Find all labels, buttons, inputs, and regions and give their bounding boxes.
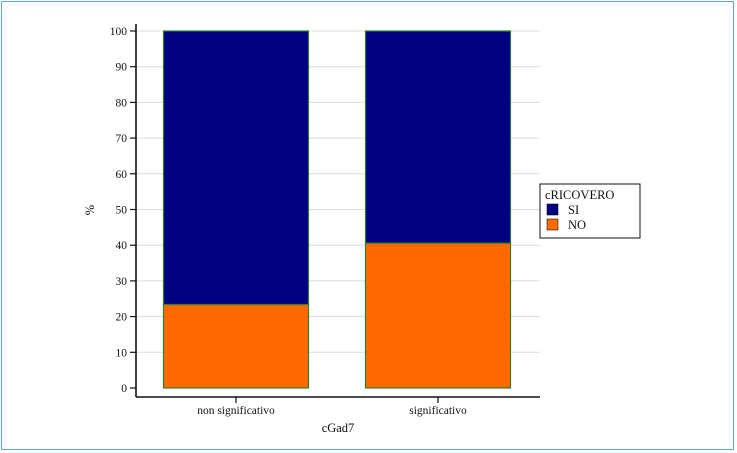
y-tick-label: 50: [116, 205, 128, 217]
y-tick-label: 10: [116, 347, 128, 359]
x-ticks: non significativo significativo: [197, 397, 467, 417]
y-tick-label: 30: [116, 276, 128, 288]
y-tick-label: 40: [116, 240, 128, 252]
x-axis-title: cGad7: [322, 421, 355, 435]
y-tick-label: 60: [116, 169, 128, 181]
legend-title: cRICOVERO: [545, 188, 614, 202]
y-tick-label: 80: [116, 97, 128, 109]
legend-swatch-no: [546, 218, 559, 231]
bars: [162, 30, 512, 389]
y-tick-label: 70: [116, 133, 128, 145]
y-tick-label: 20: [116, 312, 128, 324]
y-tick-label: 90: [116, 62, 128, 74]
x-tick-label: significativo: [409, 405, 467, 417]
bar-segment-si: [162, 30, 310, 306]
legend-label-no: NO: [568, 218, 586, 232]
legend-swatch-si: [546, 203, 559, 216]
y-axis-title: %: [83, 205, 97, 215]
bar-segment-si: [364, 30, 512, 244]
y-tick-label: 0: [121, 383, 127, 395]
y-tick-label: 100: [110, 26, 128, 38]
axes: [135, 24, 540, 398]
x-tick-label: non significativo: [197, 405, 275, 417]
bar-segment-no: [364, 242, 512, 389]
legend-label-si: SI: [568, 203, 579, 217]
bar-segment-no: [162, 303, 310, 389]
y-ticks: 0 10 20 30 40 50 60 70 80 90 100: [110, 26, 136, 395]
